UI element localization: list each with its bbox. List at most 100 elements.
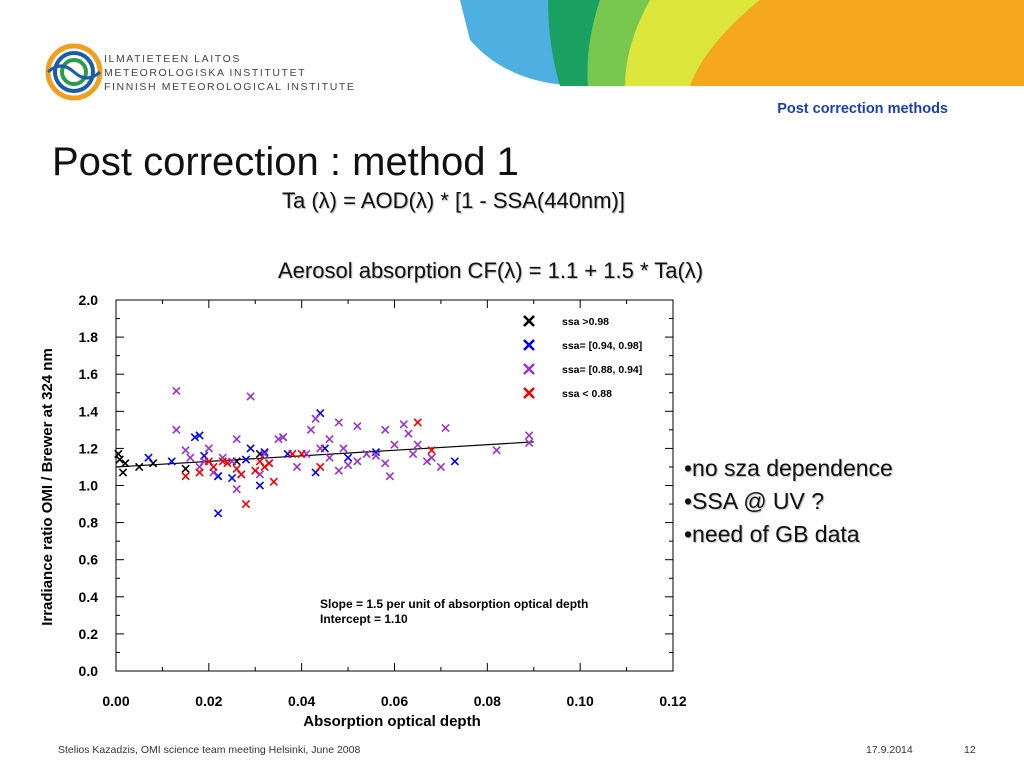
marker-stroke [450, 457, 460, 466]
marker-stroke [441, 423, 450, 433]
x-tick-label: 0.02 [195, 693, 222, 709]
data-point [436, 462, 446, 472]
footer-author: Stelios Kazadzis, OMI science team meeti… [58, 744, 361, 756]
data-point [190, 433, 200, 442]
data-point [269, 477, 278, 486]
fmi-logo-icon [45, 43, 103, 101]
x-axis-ticks: 0.00 0.02 0.04 0.06 0.08 0.10 0.12 [102, 300, 687, 709]
data-point [186, 453, 195, 462]
legend-marker [523, 339, 535, 351]
y-axis-ticks: 0.0 0.2 0.4 0.6 0.8 1.0 1.2 1.4 1.6 1.8 2.0 [79, 292, 673, 679]
legend-label: ssa= [0.94, 0.98] [562, 340, 642, 352]
marker-stroke [148, 459, 158, 468]
page-number: 12 [964, 744, 976, 756]
marker-stroke [523, 315, 535, 327]
marker-stroke [404, 429, 413, 438]
marker-stroke [274, 434, 283, 444]
data-point [413, 440, 422, 449]
y-tick-label: 1.6 [79, 366, 99, 382]
data-point [334, 418, 343, 427]
data-point [450, 457, 460, 466]
logo-ring-blue [53, 51, 95, 93]
marker-stroke [227, 473, 237, 483]
data-point [209, 462, 218, 472]
marker-stroke [204, 444, 213, 453]
legend-label: ssa < 0.88 [562, 388, 612, 400]
bullet-item: •no sza dependence [684, 455, 893, 481]
data-point [218, 457, 227, 466]
data-point [325, 453, 334, 462]
marker-stroke [390, 440, 399, 449]
x-tick-label: 0.08 [474, 693, 501, 709]
data-point [306, 425, 316, 435]
y-tick-label: 2.0 [79, 292, 99, 308]
marker-stroke [204, 457, 213, 466]
marker-stroke [232, 464, 241, 473]
data-point [204, 444, 213, 453]
data-point [241, 499, 251, 509]
data-points [114, 386, 534, 518]
bullet-list: •no sza dependence •SSA @ UV ? •need of … [684, 452, 893, 551]
legend-label: ssa= [0.88, 0.94] [562, 364, 642, 376]
data-point [118, 468, 128, 477]
logo-line-en: FINNISH METEOROLOGICAL INSTITUTE [104, 81, 356, 93]
x-tick-label: 0.06 [381, 693, 408, 709]
formula-ta: Ta (λ) = AOD(λ) * [1 - SSA(440nm)] [282, 188, 625, 213]
banner-band-orange [690, 0, 1024, 86]
marker-stroke [343, 460, 353, 470]
y-tick-label: 1.2 [79, 440, 99, 456]
data-point [362, 449, 371, 459]
data-point [237, 470, 246, 479]
marker-stroke [311, 414, 320, 423]
data-point [381, 459, 390, 468]
data-point [343, 460, 353, 470]
data-point [292, 462, 302, 472]
marker-stroke [316, 444, 325, 453]
legend: ssa >0.98 ssa= [0.94, 0.98] ssa= [0.88, 0.… [523, 315, 642, 400]
bullet-item: •SSA @ UV ? [684, 488, 825, 514]
y-tick-label: 0.8 [79, 515, 99, 531]
data-point [172, 386, 181, 396]
marker-stroke [523, 339, 535, 351]
data-point [232, 485, 241, 494]
marker-stroke [209, 462, 218, 472]
marker-stroke [241, 499, 251, 509]
logo-line-fi: ILMATIETEEN LAITOS [104, 53, 241, 65]
marker-stroke [118, 468, 128, 477]
y-tick-label: 0.4 [79, 589, 99, 605]
marker-stroke [181, 472, 190, 481]
marker-stroke [413, 440, 422, 449]
data-point [524, 438, 534, 448]
data-point [135, 462, 144, 472]
marker-stroke [195, 431, 204, 440]
marker-stroke [144, 453, 153, 462]
marker-stroke [237, 470, 246, 479]
marker-stroke [121, 459, 130, 468]
marker-stroke [246, 392, 255, 401]
marker-stroke [181, 464, 190, 473]
data-point [441, 423, 450, 433]
data-point [343, 453, 353, 462]
marker-stroke [427, 446, 436, 455]
data-point [399, 420, 408, 429]
data-point [381, 425, 390, 435]
marker-stroke [269, 477, 278, 486]
marker-stroke [524, 438, 534, 448]
section-label: Post correction methods [777, 101, 948, 117]
marker-stroke [292, 462, 302, 472]
x-tick-label: 0.12 [659, 693, 686, 709]
slide-title: Post correction : method 1 [52, 140, 519, 184]
marker-stroke [362, 449, 371, 459]
marker-stroke [167, 457, 176, 466]
marker-stroke [172, 425, 181, 435]
data-point [427, 446, 436, 455]
series-3 [181, 418, 436, 509]
marker-stroke [436, 462, 446, 472]
marker-stroke [278, 433, 288, 442]
y-tick-label: 1.0 [79, 478, 99, 494]
data-point [246, 444, 255, 453]
data-point [297, 449, 306, 459]
marker-stroke [213, 509, 223, 518]
data-point [115, 455, 124, 464]
